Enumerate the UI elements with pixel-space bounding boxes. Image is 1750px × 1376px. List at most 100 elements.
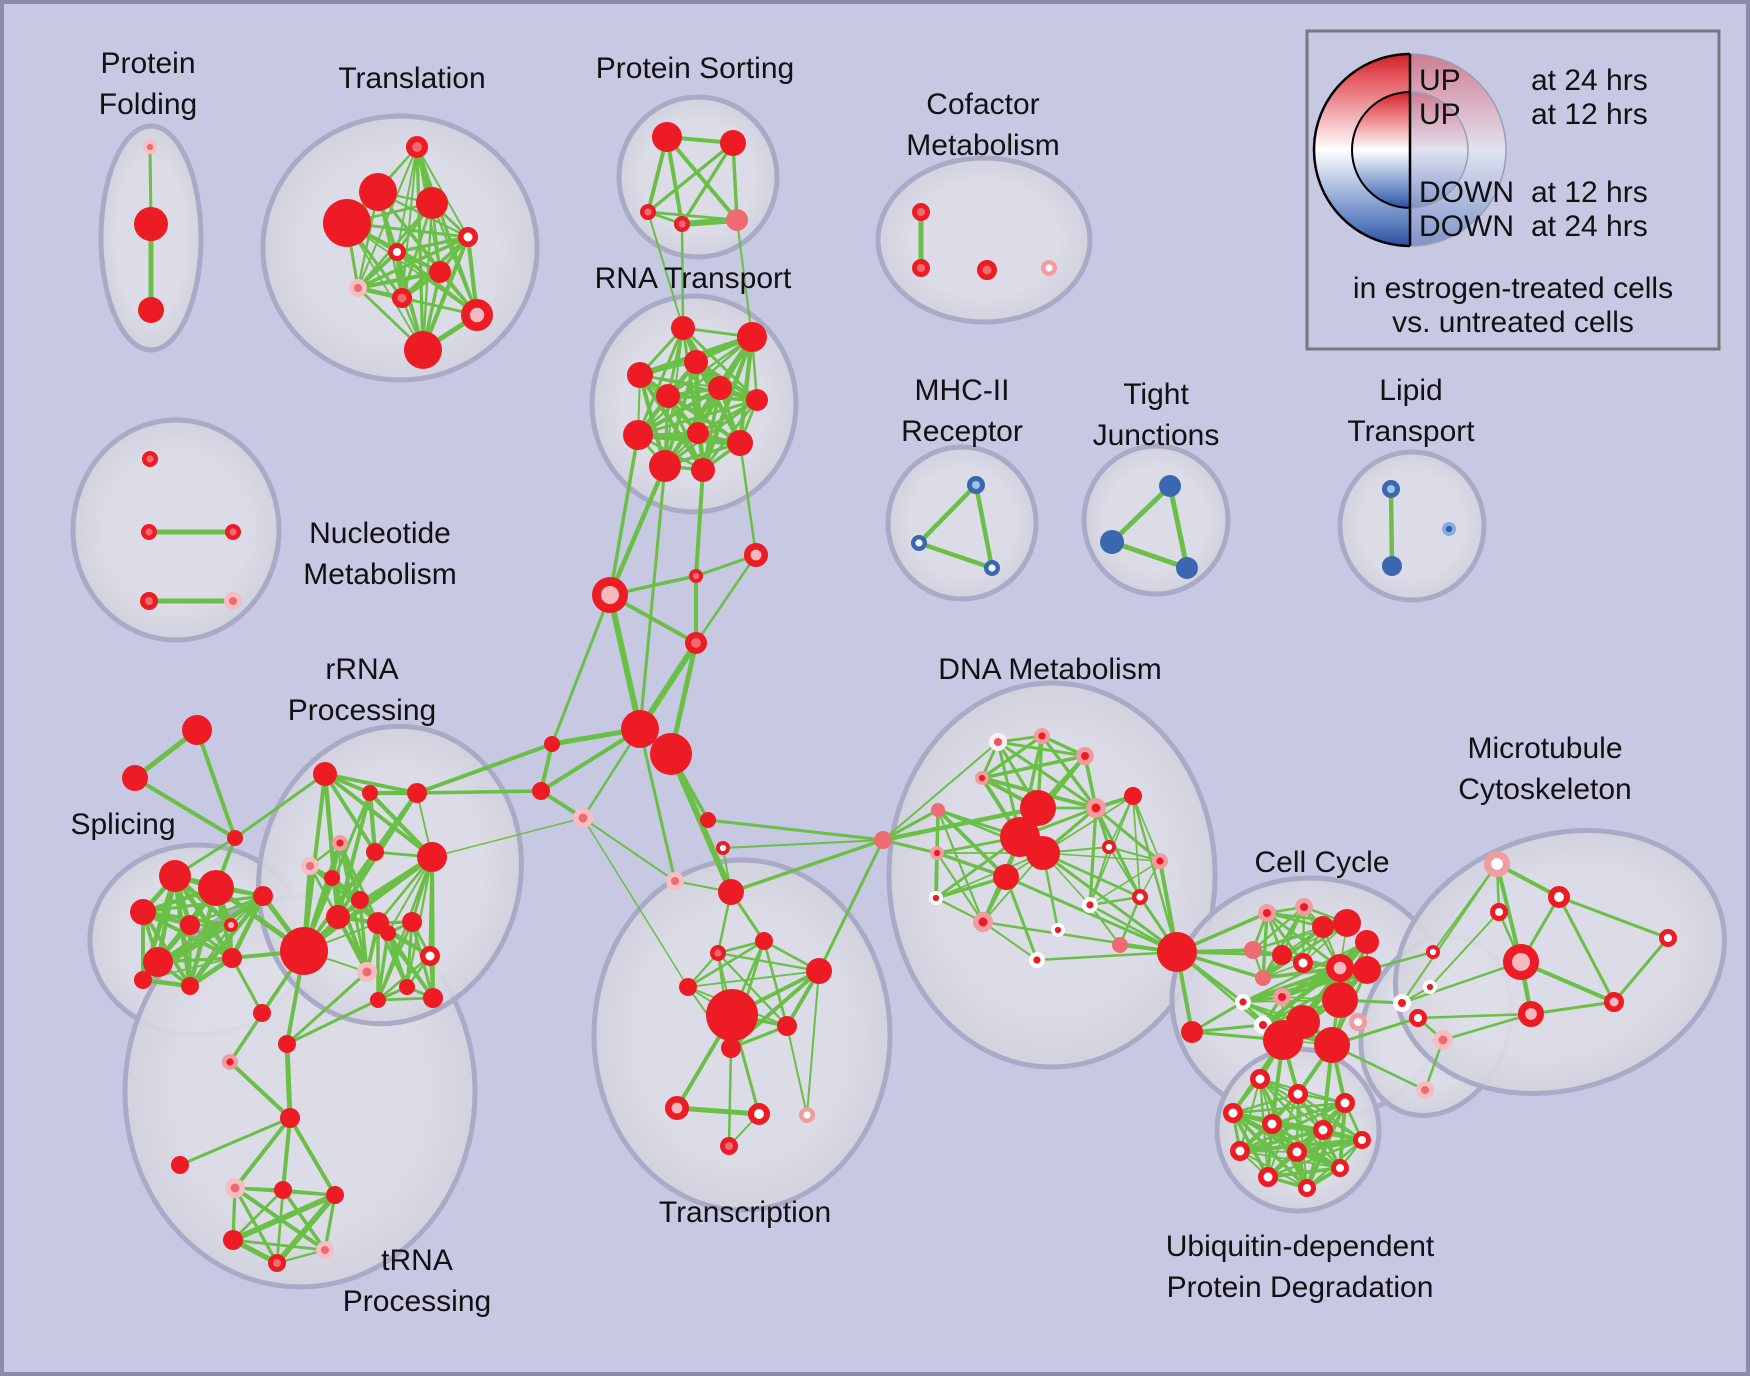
network-edge <box>233 772 327 840</box>
network-edge <box>431 817 584 858</box>
gene-node-sp11 <box>253 1004 271 1022</box>
gene-node-rt3 <box>627 362 653 388</box>
network-edge <box>700 334 755 473</box>
gene-node-d2 <box>1033 728 1050 745</box>
network-edge <box>1258 1077 1325 1132</box>
gene-node-ps1 <box>652 122 682 152</box>
gene-node-cy3 <box>1312 916 1334 938</box>
network-edge <box>582 817 689 988</box>
gene-node-cy9 <box>1325 953 1354 982</box>
cluster-label-microtubule-cytoskeleton: Microtubule Cytoskeleton <box>1458 732 1631 806</box>
legend-time-0: at 24 hrs <box>1531 64 1648 97</box>
gene-node-t8 <box>349 279 368 298</box>
network-edge <box>806 970 820 1116</box>
gene-node-rt10 <box>727 430 753 456</box>
gene-node-r5 <box>301 856 320 875</box>
gene-node-u1 <box>1250 1069 1270 1089</box>
network-edge <box>636 326 685 437</box>
gene-node-b1 <box>621 710 659 748</box>
network-edge <box>701 386 722 472</box>
gene-node-r9 <box>351 891 369 909</box>
gene-node-tj3 <box>1176 557 1198 579</box>
network-edge <box>395 235 470 254</box>
network-edge <box>1231 1092 1300 1115</box>
gene-node-rt1 <box>671 316 695 340</box>
gene-node-tr5 <box>679 978 697 996</box>
gene-node-cy2 <box>1294 897 1313 916</box>
gene-node-tn7 <box>326 1186 344 1204</box>
gene-node-d16 <box>973 912 993 932</box>
gene-node-cy14 <box>1253 1015 1272 1034</box>
gene-node-tr6 <box>806 958 832 984</box>
cluster-bubble-dna-metabolism <box>886 680 1218 1070</box>
network-edge <box>694 553 758 645</box>
network-edge <box>973 482 995 571</box>
network-edge <box>680 141 735 226</box>
network-edge <box>133 776 237 840</box>
network-edge <box>1132 795 1141 898</box>
gene-node-t7 <box>429 261 451 283</box>
cluster-bubble-mhc-ii-receptor <box>885 444 1039 602</box>
gene-node-c5 <box>532 782 550 800</box>
gene-node-sp4 <box>143 947 173 977</box>
network-edge <box>338 841 369 974</box>
network-edge <box>1109 539 1190 571</box>
gene-node-ps3 <box>640 203 657 220</box>
gene-node-u6 <box>1313 1120 1333 1140</box>
gene-node-sp2 <box>198 870 234 906</box>
gene-node-d19 <box>1112 937 1128 953</box>
gene-node-cy17 <box>1263 1020 1303 1060</box>
network-edge <box>233 1116 292 1190</box>
network-edge <box>1261 905 1306 980</box>
network-edge <box>1261 921 1349 980</box>
cluster-bubble-microtubule-cytoskeleton <box>1392 828 1728 1096</box>
gene-node-cy20 <box>1392 993 1411 1012</box>
network-edge <box>1261 940 1369 1027</box>
gene-node-tr4 <box>710 945 727 962</box>
gene-node-tn10 <box>316 1240 335 1259</box>
gene-node-r18 <box>370 992 386 1008</box>
network-edge <box>916 482 979 546</box>
gene-node-u10 <box>1330 1158 1349 1177</box>
network-edge <box>881 808 940 842</box>
gene-node-s3 <box>227 830 243 846</box>
network-edge <box>1557 895 1616 1004</box>
gene-node-ps4 <box>674 215 691 232</box>
gene-node-r17 <box>399 979 415 995</box>
gene-node-m5 <box>1517 1001 1544 1028</box>
gene-node-r2 <box>362 785 378 801</box>
network-edge <box>663 398 759 468</box>
gene-node-n3 <box>224 524 241 541</box>
gene-node-t11 <box>404 331 442 369</box>
network-edge <box>284 1041 293 1121</box>
network-edge <box>1241 966 1342 1004</box>
gene-node-r15 <box>326 905 350 929</box>
network-edge <box>1035 950 1179 962</box>
gene-node-r14 <box>280 927 328 975</box>
cluster-label-protein-sorting: Protein Sorting <box>596 52 794 85</box>
network-edge <box>1529 1000 1616 1016</box>
network-edge <box>1004 875 1179 954</box>
gene-node-tn8 <box>223 1230 243 1250</box>
network-edge <box>430 855 435 1000</box>
network-edge <box>1042 795 1134 854</box>
network-edge <box>1109 483 1173 545</box>
cluster-bubble-tight-junctions <box>1081 443 1231 597</box>
cluster-label-trna-processing: tRNA Processing <box>343 1244 491 1318</box>
gene-node-sp1 <box>159 860 191 892</box>
legend-time-1: at 12 hrs <box>1531 98 1648 131</box>
gene-node-m1 <box>1483 851 1510 878</box>
gene-node-m2 <box>1548 886 1571 909</box>
gene-node-r4 <box>332 835 349 852</box>
network-edge <box>674 1105 762 1117</box>
gene-node-cy25 <box>1415 1080 1434 1099</box>
gene-node-c2 <box>688 568 703 583</box>
network-edge <box>1612 936 1670 1004</box>
cluster-bubble-cofactor-metabolism <box>875 155 1093 325</box>
network-edge <box>420 234 471 353</box>
network-edge <box>1132 795 1161 862</box>
gene-node-tj1 <box>1159 475 1181 497</box>
